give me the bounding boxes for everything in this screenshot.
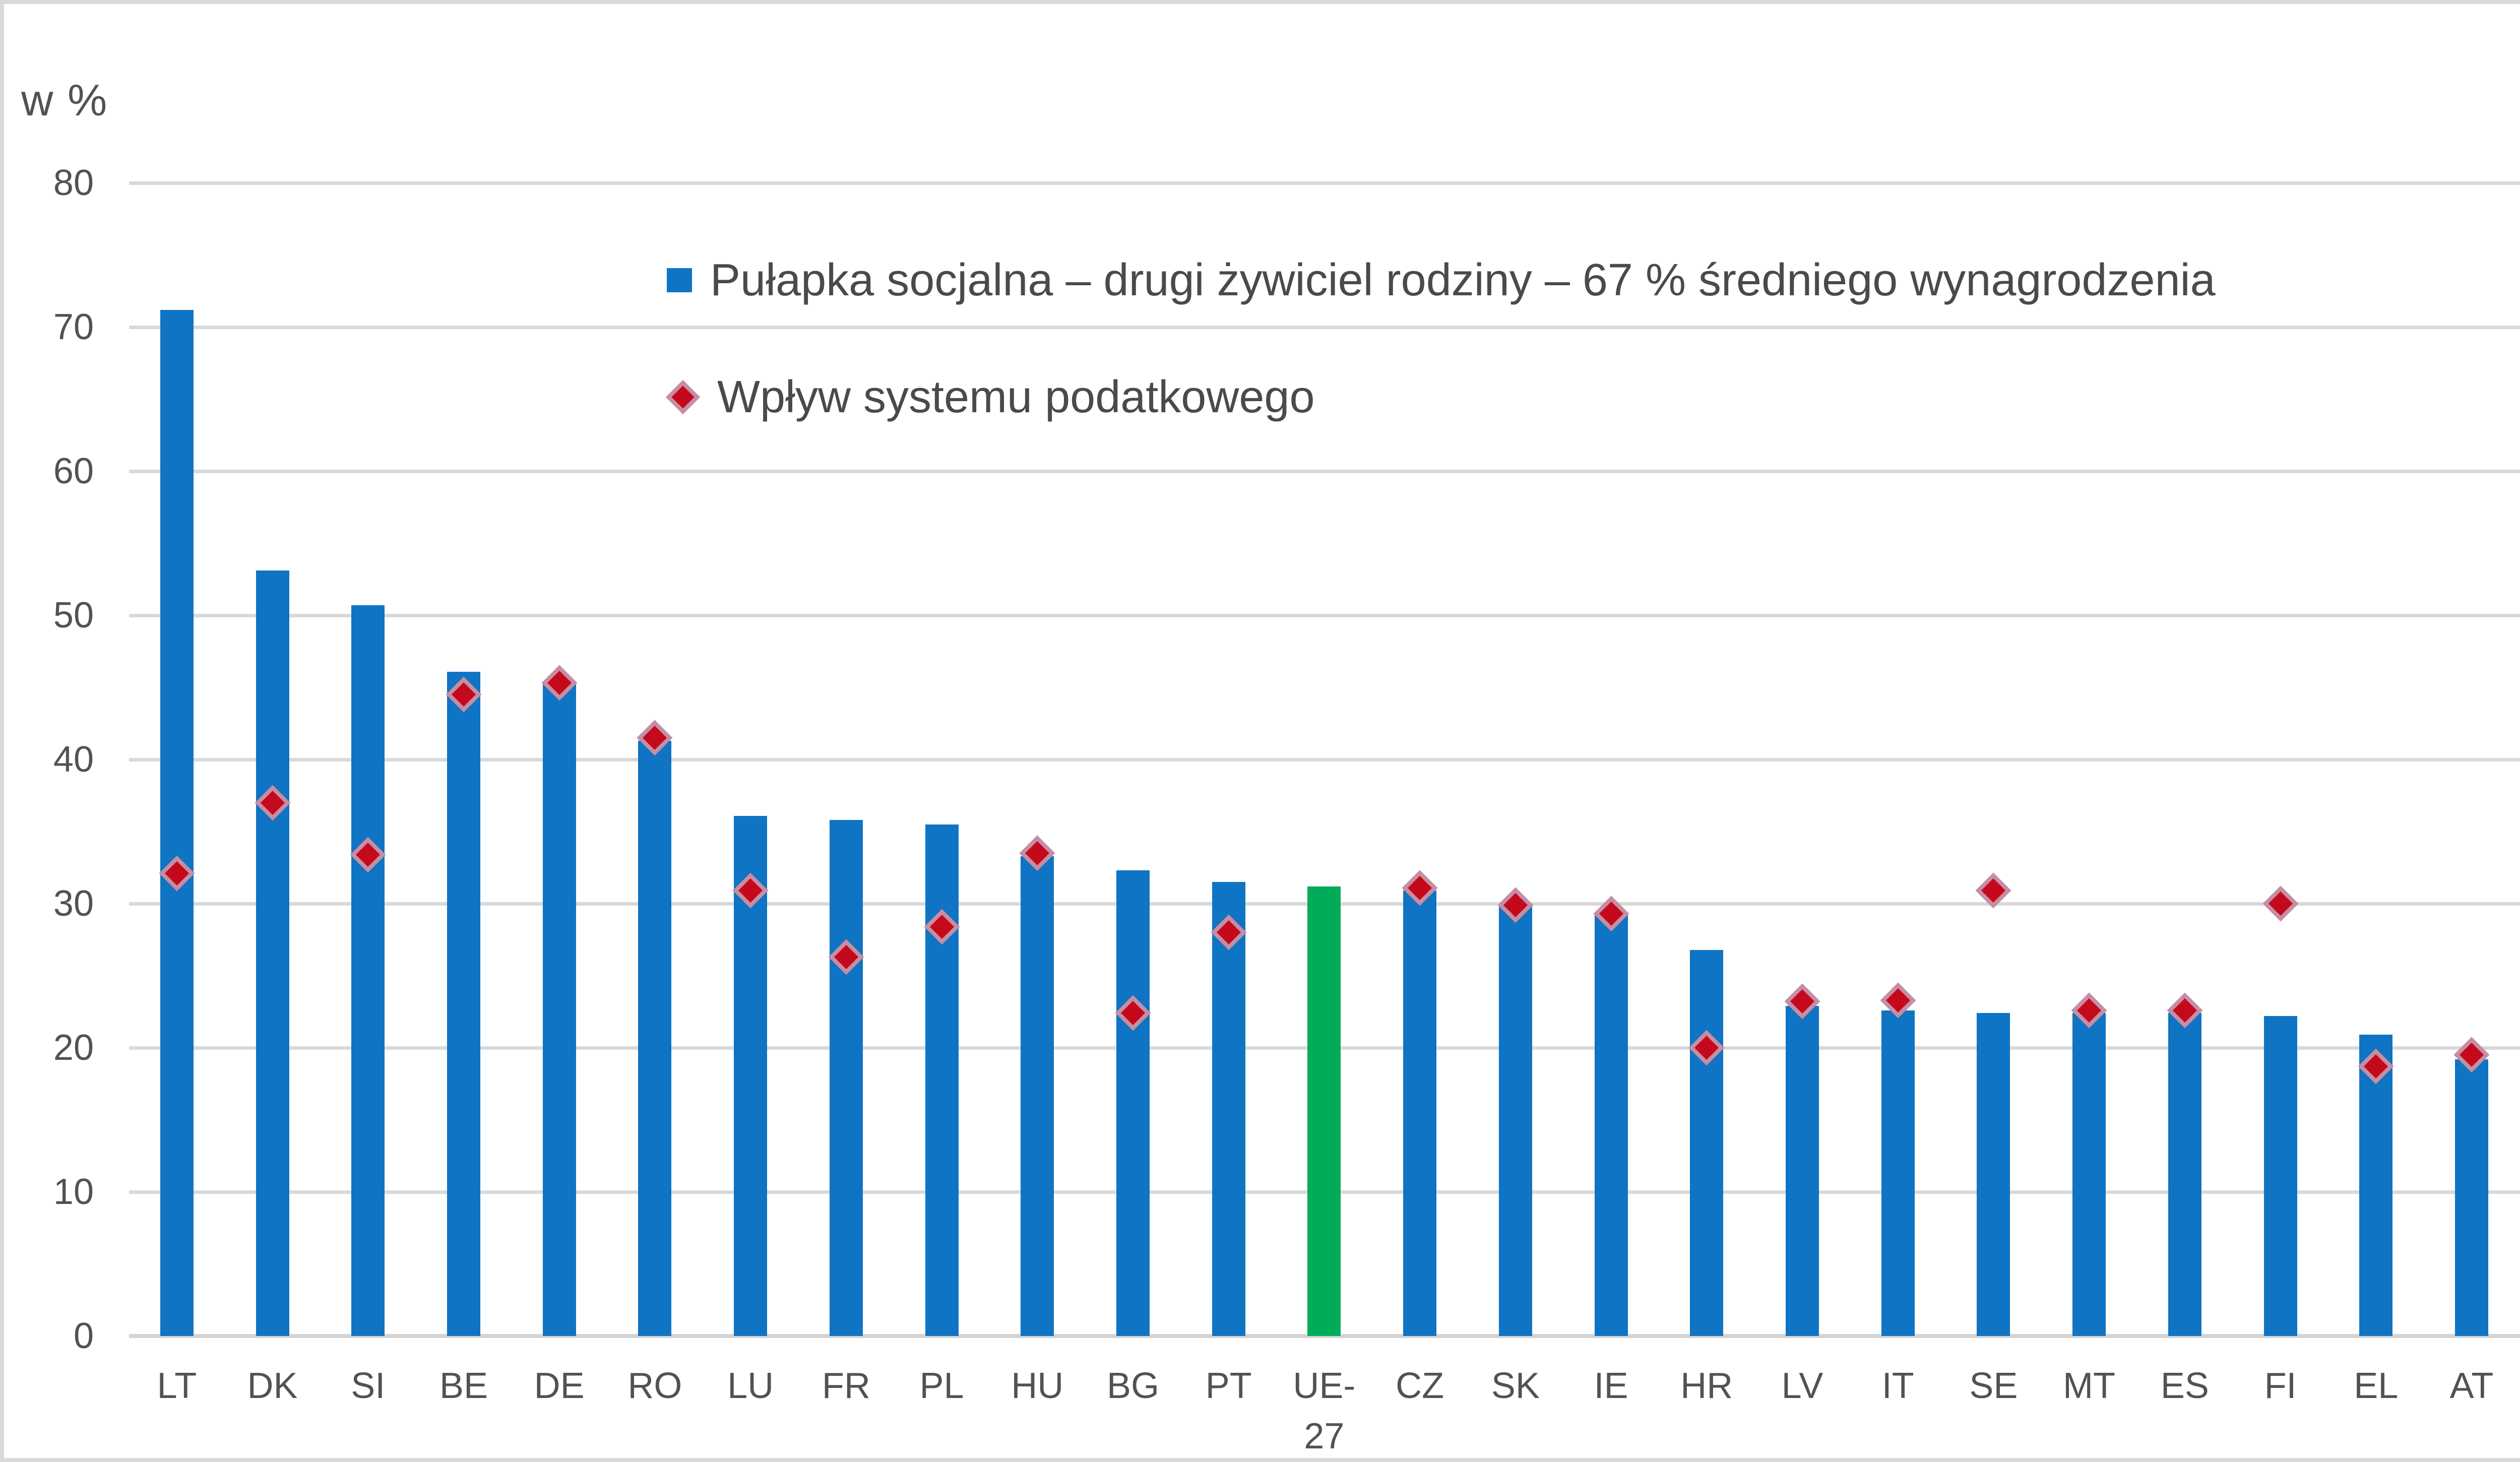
legend-label-social-trap: Pułapka socjalna – drugi żywiciel rodzin…	[710, 255, 2216, 305]
x-label-DE: DE	[534, 1366, 585, 1406]
y-tick-60: 60	[53, 451, 94, 491]
x-label-IE: IE	[1594, 1366, 1628, 1406]
x-label-ES: ES	[2160, 1366, 2209, 1406]
x-label-PT: PT	[1205, 1366, 1252, 1406]
x-label-CZ: CZ	[1396, 1366, 1444, 1406]
x-label-SK: SK	[1491, 1366, 1540, 1406]
y-tick-40: 40	[53, 739, 94, 780]
x-label-AT: AT	[2449, 1366, 2494, 1406]
bar-PT	[1212, 882, 1245, 1336]
x-label-LV: LV	[1781, 1366, 1823, 1406]
bar-IT	[1881, 1010, 1915, 1336]
x-label-SI: SI	[351, 1366, 386, 1406]
y-tick-70: 70	[53, 307, 94, 347]
bar-BE	[447, 671, 480, 1336]
bar-LT	[160, 309, 194, 1336]
bar-HR	[1690, 949, 1724, 1336]
y-tick-80: 80	[53, 163, 94, 203]
y-axis-unit-label: w %	[21, 75, 108, 125]
bar-MT	[2072, 1013, 2106, 1336]
gridline-40	[129, 758, 2520, 761]
y-tick-30: 30	[53, 883, 94, 924]
x-label-FR: FR	[822, 1366, 870, 1406]
bar-HU	[1021, 856, 1054, 1336]
x-label-FI: FI	[2264, 1366, 2297, 1406]
bar-SI	[351, 605, 385, 1336]
x-label-BE: BE	[439, 1366, 488, 1406]
gridline-50	[129, 614, 2520, 617]
x-label-PL: PL	[919, 1366, 964, 1406]
x-label-LT: LT	[157, 1366, 197, 1406]
bar-UE-27	[1307, 886, 1341, 1336]
x-label-EL: EL	[2354, 1366, 2399, 1406]
gridline-80	[129, 181, 2520, 185]
legend-item-tax-impact: Wpływ systemu podatkowego	[666, 372, 1315, 422]
bar-AT	[2455, 1059, 2488, 1336]
bar-DK	[256, 570, 289, 1336]
x-label-BG: BG	[1106, 1366, 1159, 1406]
bar-SK	[1498, 906, 1532, 1336]
x-label-HR: HR	[1680, 1366, 1733, 1406]
y-tick-50: 50	[53, 595, 94, 635]
bar-DE	[542, 684, 576, 1336]
bar-RO	[638, 740, 672, 1336]
bar-LV	[1786, 1006, 1819, 1336]
bar-IE	[1594, 915, 1628, 1336]
x-label-IT: IT	[1881, 1366, 1914, 1406]
x-label-HU: HU	[1011, 1366, 1064, 1406]
legend-label-tax-impact: Wpływ systemu podatkowego	[717, 371, 1315, 422]
x-axis-line	[129, 1334, 2520, 1338]
legend-square-icon	[667, 268, 692, 292]
legend-item-social-trap: Pułapka socjalna – drugi żywiciel rodzin…	[667, 255, 2216, 305]
gridline-70	[129, 326, 2520, 329]
x-label-MT: MT	[2063, 1366, 2116, 1406]
bar-FI	[2263, 1016, 2297, 1336]
x-label-UE-27: UE-27	[1293, 1366, 1356, 1456]
bar-CZ	[1403, 891, 1437, 1336]
x-label-SE: SE	[1969, 1366, 2018, 1406]
bar-ES	[2168, 1013, 2201, 1336]
x-label-RO: RO	[627, 1366, 682, 1406]
tax-marker-FI	[2262, 885, 2298, 922]
legend-diamond-icon	[666, 380, 700, 414]
y-tick-0: 0	[73, 1316, 94, 1356]
x-label-LU: LU	[727, 1366, 774, 1406]
bar-SE	[1977, 1013, 2010, 1336]
bar-EL	[2359, 1035, 2393, 1336]
bar-BG	[1116, 870, 1150, 1336]
x-label-DK: DK	[247, 1366, 298, 1406]
bar-FR	[829, 820, 863, 1336]
gridline-60	[129, 470, 2520, 473]
y-tick-20: 20	[53, 1028, 94, 1068]
bar-PL	[925, 824, 959, 1336]
y-tick-10: 10	[53, 1172, 94, 1212]
